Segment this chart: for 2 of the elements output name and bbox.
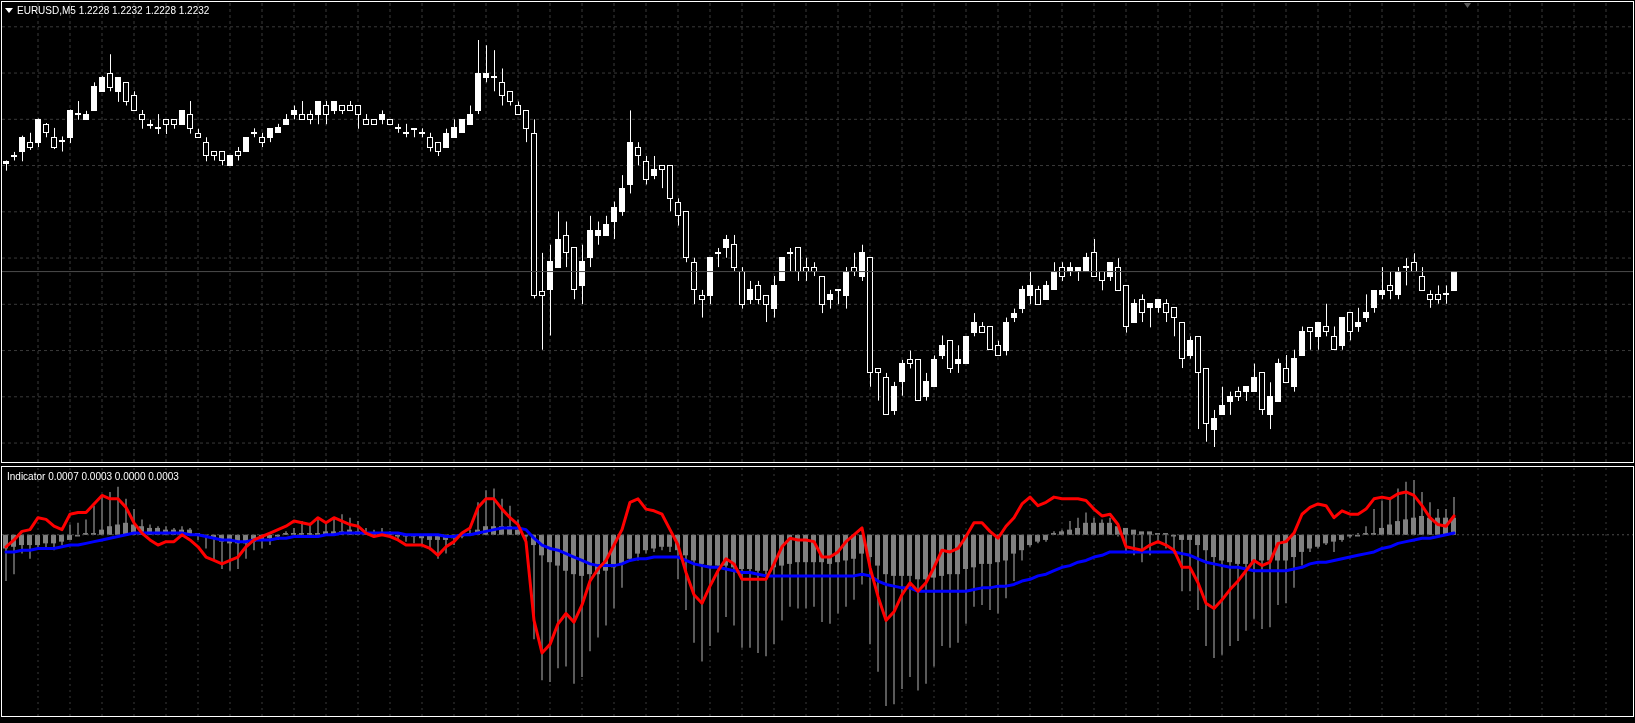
chart-title: Indicator 0.0007 0.0003 0.0000 0.0003 <box>7 471 179 483</box>
chart-title: EURUSD,M5 1.2228 1.2232 1.2228 1.2232 <box>17 5 210 17</box>
